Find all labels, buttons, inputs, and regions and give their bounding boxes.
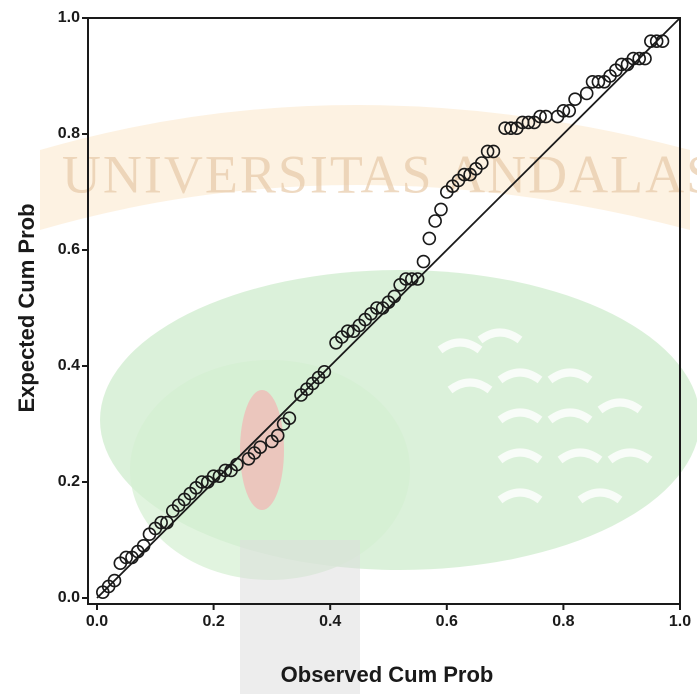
point: [160, 515, 174, 530]
point: [230, 457, 244, 472]
y-tick-label: 0.4: [58, 357, 80, 374]
x-axis-title: Observed Cum Prob: [281, 662, 494, 687]
watermark-art: [40, 105, 697, 694]
point: [206, 469, 221, 484]
point: [370, 301, 384, 315]
point: [614, 57, 629, 72]
point: [107, 573, 122, 588]
point: [632, 51, 646, 66]
point: [591, 75, 606, 89]
point: [422, 231, 437, 246]
point: [253, 440, 268, 455]
x-tick-label: 0.8: [552, 613, 574, 630]
point: [317, 364, 332, 379]
point: [655, 34, 670, 49]
point: [434, 202, 448, 217]
y-tick-label: 0.0: [58, 589, 80, 606]
point: [504, 121, 518, 135]
y-axis-title: Expected Cum Prob: [14, 203, 39, 412]
point: [533, 109, 547, 124]
point: [340, 324, 355, 339]
point: [521, 115, 536, 130]
point: [649, 34, 664, 49]
point: [486, 144, 501, 159]
point: [474, 156, 489, 170]
point: [218, 463, 233, 478]
x-tick-label: 0.4: [319, 613, 341, 630]
point: [562, 104, 577, 118]
point: [568, 92, 582, 106]
point: [457, 167, 472, 182]
y-tick-label: 0.8: [58, 125, 80, 142]
x-tick-label: 0.2: [202, 613, 224, 630]
y-tick-label: 1.0: [58, 9, 80, 26]
point: [270, 428, 285, 443]
x-tick-label: 0.0: [86, 613, 108, 630]
watermark: UNIVERSITAS ANDALAS: [62, 144, 697, 204]
y-tick-label: 0.6: [58, 241, 80, 258]
point: [410, 272, 425, 286]
point: [556, 104, 571, 118]
plot-frame: [87, 17, 681, 605]
point: [579, 86, 594, 101]
point: [428, 214, 442, 228]
point: [480, 144, 495, 159]
point: [282, 411, 297, 426]
point: [387, 289, 402, 304]
point: [195, 475, 209, 489]
point: [416, 254, 431, 269]
point: [119, 550, 133, 565]
point: [154, 515, 168, 530]
point: [638, 51, 652, 66]
point: [405, 272, 419, 286]
point: [136, 538, 151, 553]
y-tick-label: 0.2: [58, 473, 80, 490]
x-tick-label: 1.0: [669, 613, 691, 630]
x-tick-label: 0.6: [436, 613, 458, 630]
